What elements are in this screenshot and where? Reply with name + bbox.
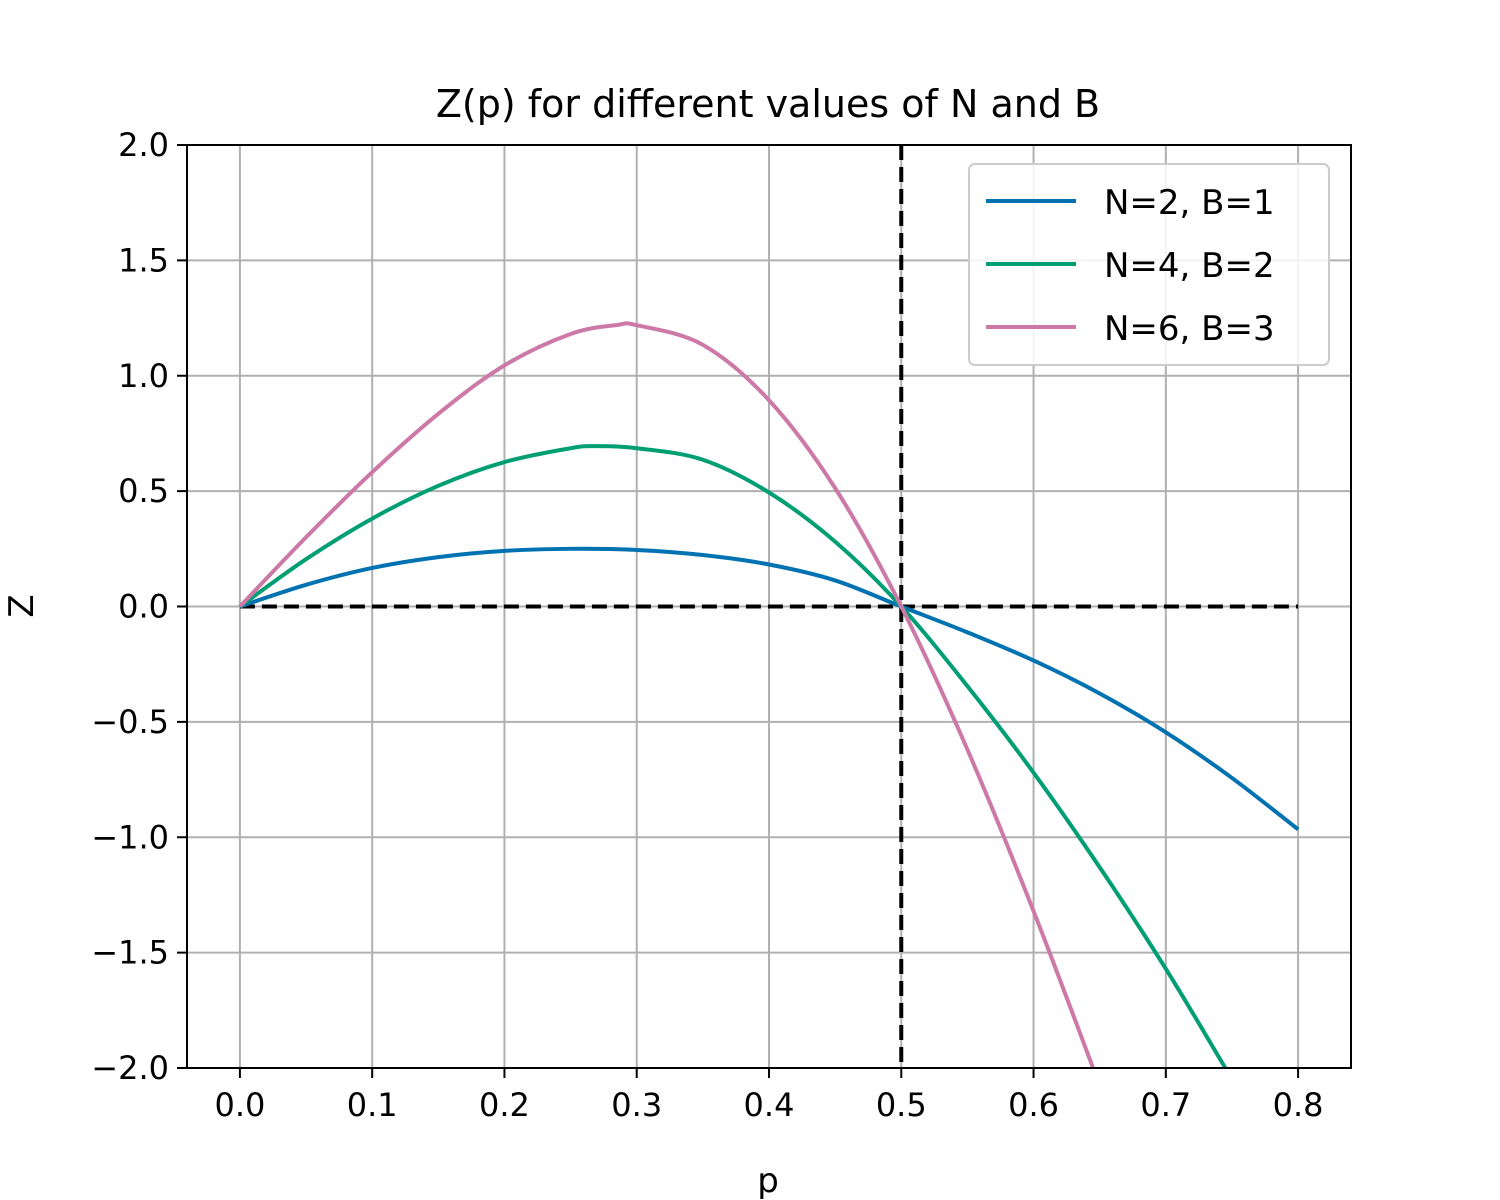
series-lines [238, 321, 1300, 1068]
legend: N=2, B=1 N=4, B=2 N=6, B=3 [968, 163, 1330, 366]
x-tick-label: 0.8 [1273, 1086, 1324, 1124]
reference-lines [239, 145, 1299, 1068]
y-tick-label: 1.0 [118, 357, 169, 395]
legend-label-1: N=2, B=1 [1104, 183, 1275, 223]
x-tick-label: 0.6 [1008, 1086, 1059, 1124]
y-tick-label: 1.5 [118, 241, 169, 279]
legend-label-2: N=4, B=2 [1104, 246, 1275, 286]
y-tick-label: −1.0 [91, 818, 169, 856]
x-tick-label: 0.3 [611, 1086, 662, 1124]
series-line-1 [239, 546, 1300, 831]
series-line-3 [238, 321, 1095, 1068]
x-axis-ticks: 0.0 0.1 0.2 0.3 0.4 0.5 0.6 0.7 0.8 [214, 1068, 1324, 1124]
y-tick-label: −1.5 [91, 934, 169, 972]
y-tick-label: 0.5 [118, 472, 169, 510]
x-tick-label: 0.1 [347, 1086, 398, 1124]
series-line-2 [238, 444, 1228, 1068]
x-tick-label: 0.2 [479, 1086, 530, 1124]
y-axis-label: Z [2, 594, 42, 617]
legend-label-3: N=6, B=3 [1104, 309, 1275, 349]
y-tick-label: 2.0 [118, 126, 169, 164]
x-tick-label: 0.4 [744, 1086, 795, 1124]
y-axis-ticks: −2.0 −1.5 −1.0 −0.5 0.0 0.5 1.0 1.5 2.0 [91, 126, 187, 1087]
y-tick-label: −0.5 [91, 703, 169, 741]
x-tick-label: 0.7 [1140, 1086, 1191, 1124]
legend-box [968, 163, 1330, 366]
x-tick-label: 0.0 [214, 1086, 265, 1124]
chart-title: Z(p) for different values of N and B [436, 82, 1100, 126]
x-tick-label: 0.5 [876, 1086, 927, 1124]
y-tick-label: −2.0 [91, 1049, 169, 1087]
y-tick-label: 0.0 [118, 588, 169, 626]
x-axis-label: p [757, 1161, 779, 1200]
